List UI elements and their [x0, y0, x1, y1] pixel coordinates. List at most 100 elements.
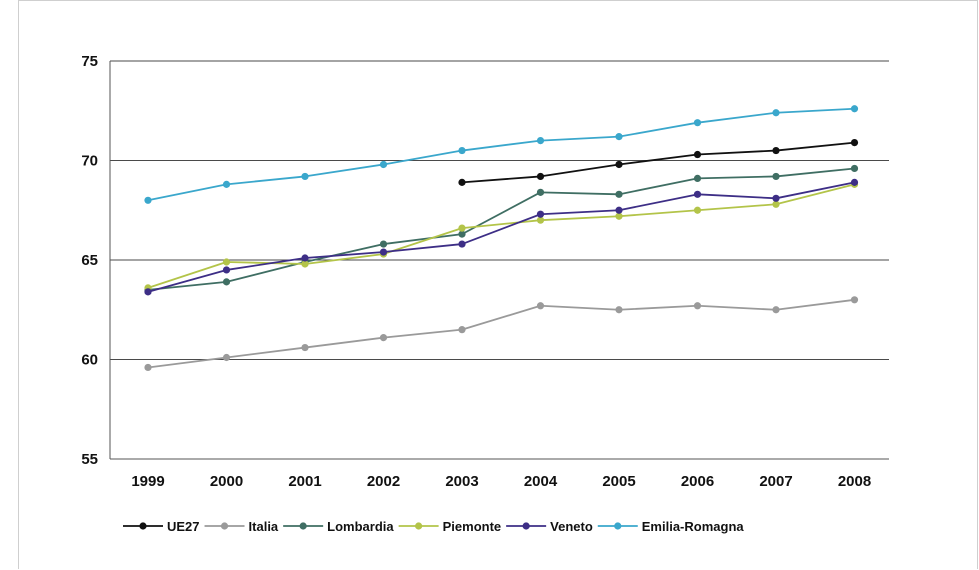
legend-label: Veneto [550, 519, 593, 534]
data-point [536, 188, 545, 196]
series-italia [144, 296, 859, 372]
data-point [693, 119, 702, 127]
data-point [693, 206, 702, 214]
legend-item-lombardia: Lombardia [283, 519, 394, 534]
data-point [615, 306, 623, 314]
legend-marker [299, 522, 307, 530]
legend-label: UE27 [167, 519, 200, 534]
series-line [461, 141, 855, 184]
x-tick-label: 2005 [602, 473, 635, 490]
data-point [693, 174, 702, 183]
legend-label: Emilia-Romagna [642, 519, 745, 534]
y-tick-label: 65 [81, 252, 98, 269]
data-point [536, 137, 545, 145]
data-point [693, 302, 702, 310]
data-point [379, 248, 388, 256]
data-point [379, 240, 388, 248]
data-point [772, 194, 780, 202]
x-axis-ticks: 1999 2000 2001 2002 2003 2004 2005 2006 2007 2008 [131, 473, 871, 490]
data-point [301, 254, 309, 262]
data-point [615, 190, 623, 198]
series-line [147, 167, 855, 291]
data-point [458, 240, 466, 248]
data-point [222, 258, 231, 266]
legend-item-piemonte: Piemonte [398, 519, 502, 534]
series-ue27 [458, 138, 859, 186]
data-point [301, 172, 309, 181]
legend-item-ue27: UE27 [123, 519, 200, 534]
data-point [850, 178, 859, 186]
legend-marker [139, 522, 147, 530]
series-emilia-romagna [144, 105, 859, 204]
legend-marker [220, 522, 229, 530]
data-point [536, 302, 545, 310]
x-tick-label: 2001 [288, 473, 321, 490]
x-tick-label: 2006 [681, 473, 714, 490]
data-point [536, 210, 545, 218]
data-point [144, 363, 152, 372]
data-point [850, 105, 859, 113]
data-point [222, 266, 231, 274]
series-line [147, 181, 855, 293]
data-point [458, 224, 466, 232]
series-line [147, 183, 855, 289]
data-point [458, 146, 466, 155]
data-point [772, 109, 780, 117]
legend-marker [415, 522, 423, 530]
x-tick-label: 2000 [210, 473, 243, 490]
legend-marker [522, 522, 530, 530]
data-point [693, 150, 702, 159]
legend-label: Italia [249, 519, 279, 534]
x-tick-label: 2007 [759, 473, 792, 490]
data-point [379, 334, 388, 342]
y-tick-label: 75 [81, 53, 98, 70]
x-tick-label: 2008 [838, 473, 871, 490]
series-line [147, 298, 855, 369]
legend-marker [614, 522, 622, 530]
data-point [458, 178, 466, 186]
x-tick-label: 2004 [524, 473, 558, 490]
data-point [615, 212, 623, 220]
legend: UE27 Italia Lombardia Piemonte Veneto Emilia-… [123, 519, 744, 534]
data-point [458, 326, 466, 334]
data-point [772, 306, 780, 314]
series-veneto [144, 178, 859, 296]
data-point [772, 200, 780, 208]
x-tick-label: 1999 [131, 473, 164, 490]
data-point [379, 160, 388, 169]
legend-label: Lombardia [327, 519, 394, 534]
data-point [458, 230, 466, 238]
data-point [850, 296, 859, 304]
data-point [772, 146, 780, 155]
data-point [850, 164, 859, 173]
data-point [615, 160, 623, 169]
data-point [536, 172, 545, 181]
data-point [222, 278, 231, 286]
data-point [615, 206, 623, 214]
data-point [222, 180, 231, 188]
data-point [536, 216, 545, 224]
data-point [301, 343, 309, 352]
x-tick-label: 2003 [445, 473, 478, 490]
y-tick-label: 55 [81, 451, 98, 468]
series-line [147, 107, 855, 202]
data-point [144, 288, 152, 296]
legend-item-italia: Italia [204, 519, 279, 534]
data-point [222, 353, 231, 362]
legend-item-emilia-romagna: Emilia-Romagna [597, 519, 745, 534]
data-point [772, 172, 780, 181]
series-lines [144, 105, 859, 372]
data-point [144, 196, 152, 204]
x-tick-label: 2002 [367, 473, 400, 490]
legend-item-veneto: Veneto [506, 519, 593, 534]
data-point [850, 138, 859, 147]
data-point [693, 190, 702, 198]
y-axis-ticks: 55 60 65 70 75 [81, 53, 98, 468]
chart-frame [18, 0, 978, 569]
grid-lines [109, 60, 889, 460]
y-tick-label: 70 [81, 153, 98, 170]
data-point [615, 133, 623, 141]
y-tick-label: 60 [81, 352, 98, 369]
legend-label: Piemonte [443, 519, 502, 534]
data-point [301, 260, 309, 268]
